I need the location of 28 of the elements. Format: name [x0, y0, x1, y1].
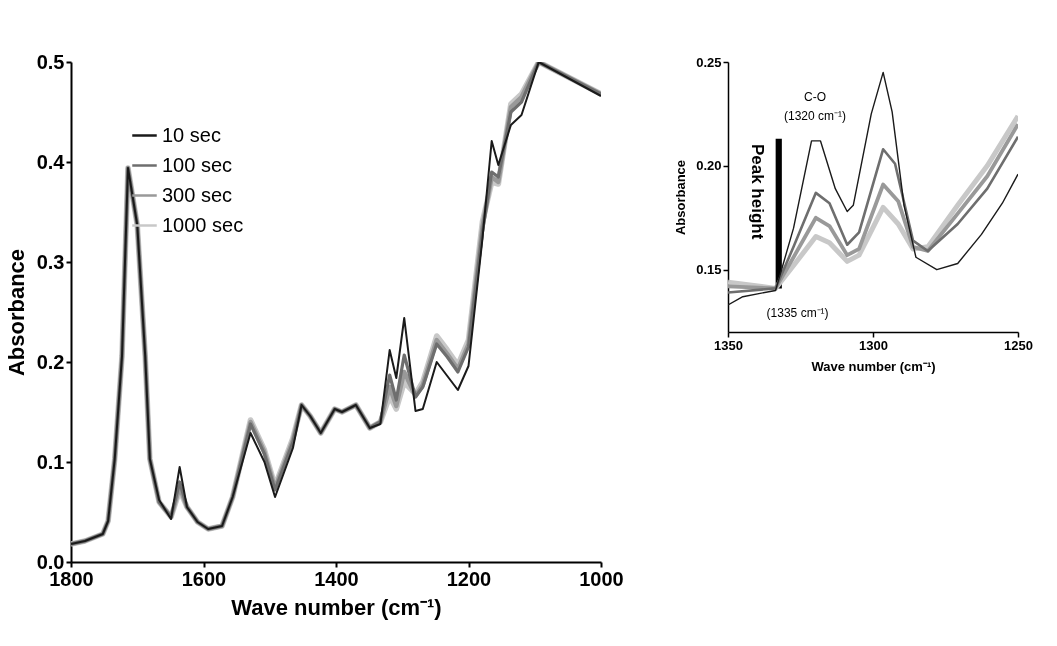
legend-label: 1000 sec — [162, 213, 244, 236]
y-tick-label: 0.0 — [36, 550, 65, 573]
y-tick-label: 0.1 — [36, 450, 65, 473]
y-tick-label: 0.20 — [696, 158, 722, 174]
y-tick-label: 0.4 — [36, 150, 66, 173]
x-tick-label: 1250 — [1004, 337, 1033, 353]
y-tick-label: 0.5 — [36, 50, 65, 73]
legend-label: 10 sec — [162, 123, 221, 146]
x-tick-label: 1350 — [714, 337, 743, 353]
y-tick-label: 0.25 — [696, 54, 722, 70]
legend-label: 300 sec — [162, 183, 233, 206]
x-tick-label: 1300 — [859, 337, 888, 353]
x-axis-title: Wave number (cm⁻¹) — [231, 594, 442, 620]
annotation: (1320 cm⁻¹) — [783, 109, 847, 123]
annotation: (1335 cm⁻¹) — [766, 306, 829, 321]
x-tick-label: 1200 — [446, 567, 492, 590]
y-axis-title: Absorbance — [673, 159, 689, 236]
annotation: Peak height — [748, 143, 767, 240]
y-tick-label: 0.15 — [696, 262, 722, 278]
y-tick-label: 0.2 — [36, 350, 65, 373]
x-tick-label: 1400 — [314, 567, 359, 590]
x-tick-label: 1000 — [579, 567, 624, 590]
legend-label: 100 sec — [162, 153, 233, 176]
y-axis-title: Absorbance — [3, 248, 29, 377]
x-axis-title: Wave number (cm⁻¹) — [811, 358, 936, 374]
y-tick-label: 0.3 — [36, 250, 65, 273]
x-tick-label: 1600 — [181, 567, 227, 590]
annotation: C-O — [804, 90, 826, 105]
